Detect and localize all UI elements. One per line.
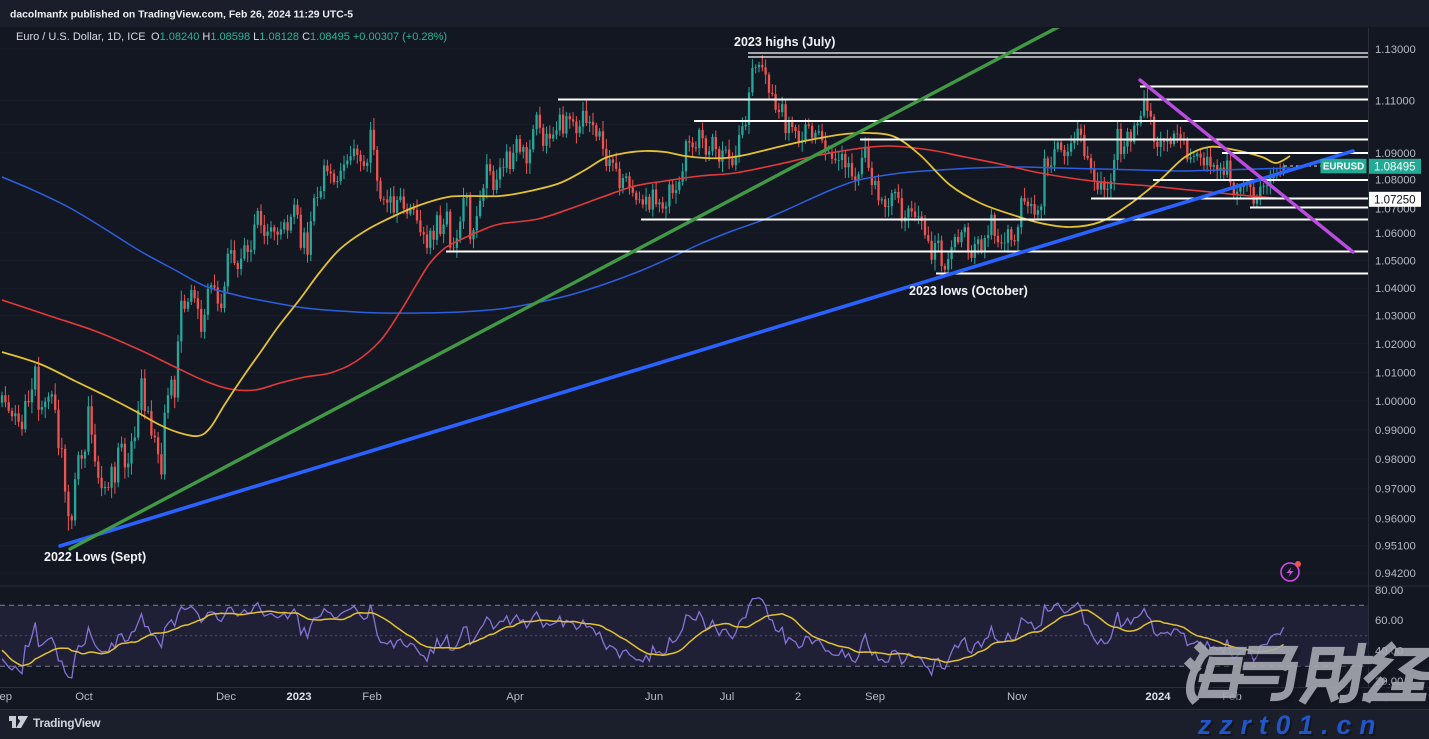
svg-text:1.08495: 1.08495	[1374, 161, 1416, 173]
svg-text:0.95100: 0.95100	[1375, 541, 1416, 553]
svg-text:1.09000: 1.09000	[1375, 148, 1416, 160]
svg-text:dacolmanfx published on Tradin: dacolmanfx published on TradingView.com,…	[10, 10, 353, 21]
svg-text:80.00: 80.00	[1375, 585, 1403, 597]
svg-text:Feb: Feb	[362, 691, 381, 703]
svg-text:0.96000: 0.96000	[1375, 514, 1416, 526]
svg-text:zzrt01.cn: zzrt01.cn	[1197, 710, 1383, 739]
svg-text:2023: 2023	[286, 691, 311, 703]
svg-text:1.01000: 1.01000	[1375, 367, 1416, 379]
svg-text:1.13000: 1.13000	[1375, 44, 1416, 56]
svg-text:1.06000: 1.06000	[1375, 228, 1416, 240]
svg-text:Dec: Dec	[216, 691, 236, 703]
svg-text:Euro / U.S. Dollar, 1D, ICE: Euro / U.S. Dollar, 1D, ICE	[16, 31, 146, 43]
svg-text:1.00000: 1.00000	[1375, 396, 1416, 408]
svg-text:O1.08240 H1.08598 L1.08128: O1.08240 H1.08598 L1.08128 C1.08495 +0.0…	[151, 31, 447, 43]
svg-text:2023 highs (July): 2023 highs (July)	[734, 35, 835, 49]
svg-text:1.04000: 1.04000	[1375, 283, 1416, 295]
svg-text:1.02000: 1.02000	[1375, 339, 1416, 351]
svg-text:Sep: Sep	[865, 691, 885, 703]
svg-text:Sep: Sep	[0, 691, 12, 703]
svg-text:1.08000: 1.08000	[1375, 174, 1416, 186]
svg-text:EURUSD: EURUSD	[1323, 162, 1364, 173]
svg-text:2024: 2024	[1145, 691, 1171, 703]
svg-text:Oct: Oct	[75, 691, 93, 703]
svg-text:2023 lows (October): 2023 lows (October)	[909, 284, 1028, 298]
svg-text:1.07250: 1.07250	[1374, 194, 1416, 206]
svg-text:60.00: 60.00	[1375, 615, 1403, 627]
svg-text:Nov: Nov	[1007, 691, 1027, 703]
svg-text:TradingView: TradingView	[33, 716, 101, 730]
svg-text:Jul: Jul	[720, 691, 734, 703]
svg-text:Jun: Jun	[645, 691, 663, 703]
svg-text:0.97000: 0.97000	[1375, 484, 1416, 496]
svg-text:zzrt01.cn: zzrt01.cn	[1199, 712, 1385, 739]
svg-text:2: 2	[795, 691, 801, 703]
svg-text:1.05000: 1.05000	[1375, 256, 1416, 268]
svg-text:Apr: Apr	[506, 691, 524, 703]
svg-text:2022 Lows (Sept): 2022 Lows (Sept)	[44, 550, 146, 564]
svg-text:0.99000: 0.99000	[1375, 425, 1416, 437]
svg-text:1.11000: 1.11000	[1375, 95, 1415, 107]
svg-text:0.98000: 0.98000	[1375, 454, 1416, 466]
svg-text:1.03000: 1.03000	[1375, 311, 1416, 323]
svg-text:0.94200: 0.94200	[1375, 568, 1416, 580]
